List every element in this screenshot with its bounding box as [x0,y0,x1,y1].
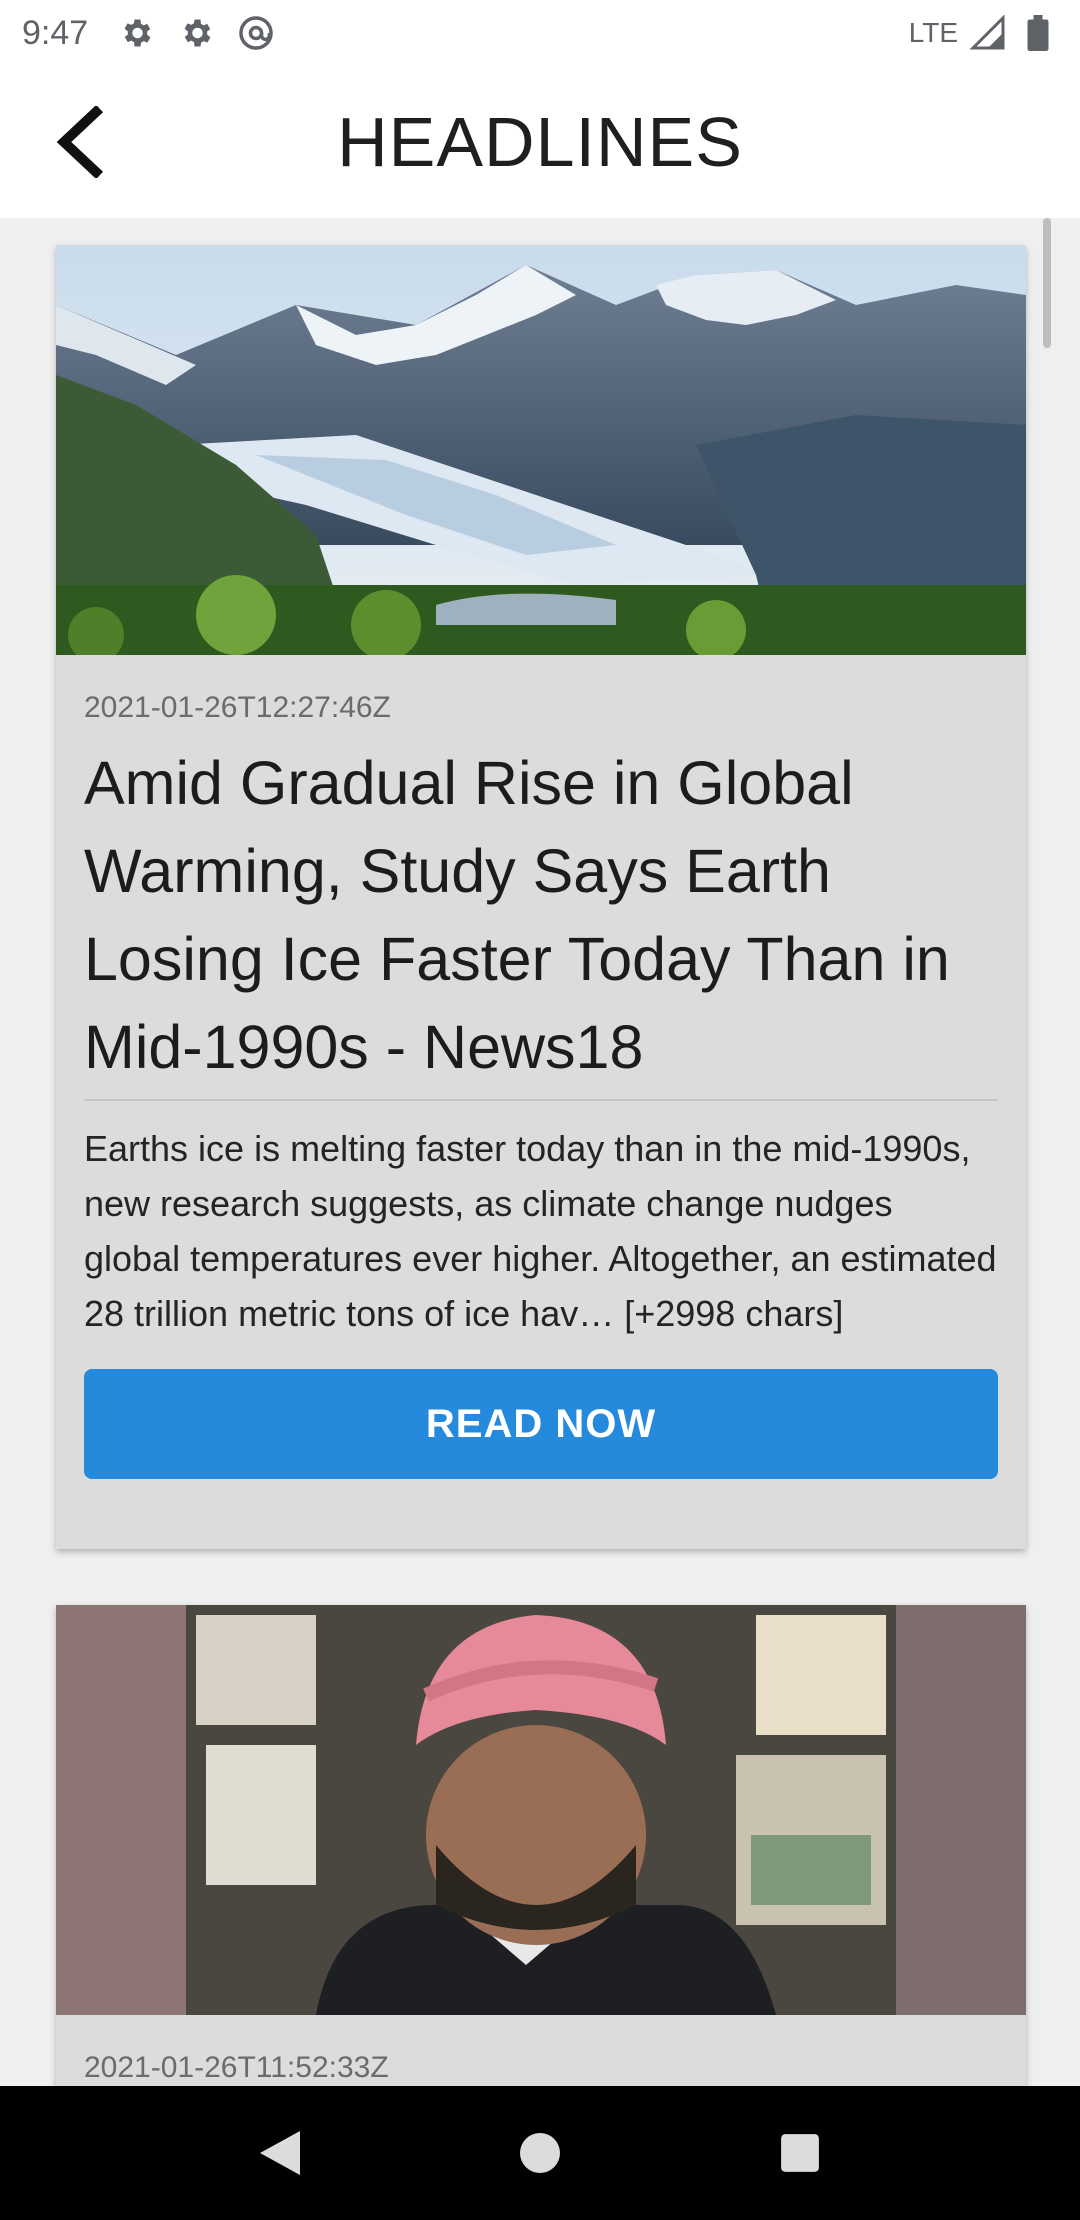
nav-home-button[interactable] [500,2113,580,2193]
back-arrow-icon [56,106,104,178]
page-title: HEADLINES [337,103,743,181]
recents-square-icon [781,2134,819,2172]
navigation-bar [0,2086,1080,2220]
signal-icon [968,13,1008,53]
nav-recents-button[interactable] [760,2113,840,2193]
article-image [56,1605,1026,2015]
gear-icon [176,13,216,53]
home-circle-icon [520,2133,560,2173]
article-image [56,245,1026,655]
article-description: Earths ice is melting faster today than … [84,1128,997,1334]
read-now-button[interactable]: READ NOW [84,1369,998,1479]
article-date: 2021-01-26T11:52:33Z [84,2051,389,2084]
gear-icon [116,13,156,53]
status-icons-right: LTE [909,13,1058,53]
app-bar: HEADLINES [0,66,1080,218]
divider [84,1099,998,1101]
glacier-mountains-photo [56,245,1026,655]
article-body: 2021-01-26T11:52:33Z [56,2051,1026,2085]
back-triangle-icon [260,2131,300,2175]
battery-icon [1018,13,1058,53]
status-time: 9:47 [22,13,89,52]
network-label: LTE [908,17,958,48]
article-card[interactable]: 2021-01-26T11:52:33Z [56,1605,1026,2086]
status-icons-left [116,13,276,53]
article-title: Amid Gradual Rise in Global Warming, Stu… [84,749,950,1081]
at-sign-icon [236,13,276,53]
status-bar: 9:47 LTE [0,0,1080,66]
back-button[interactable] [40,102,120,182]
man-pink-turban-photo [56,1605,1026,2015]
article-card[interactable]: 2021-01-26T12:27:46Z Amid Gradual Rise i… [56,245,1026,1549]
article-body: 2021-01-26T12:27:46Z Amid Gradual Rise i… [56,691,1026,1479]
headlines-list[interactable]: 2021-01-26T12:27:46Z Amid Gradual Rise i… [0,218,1080,2086]
nav-back-button[interactable] [240,2113,320,2193]
article-date: 2021-01-26T12:27:46Z [84,691,391,724]
scrollbar[interactable] [1043,218,1051,348]
